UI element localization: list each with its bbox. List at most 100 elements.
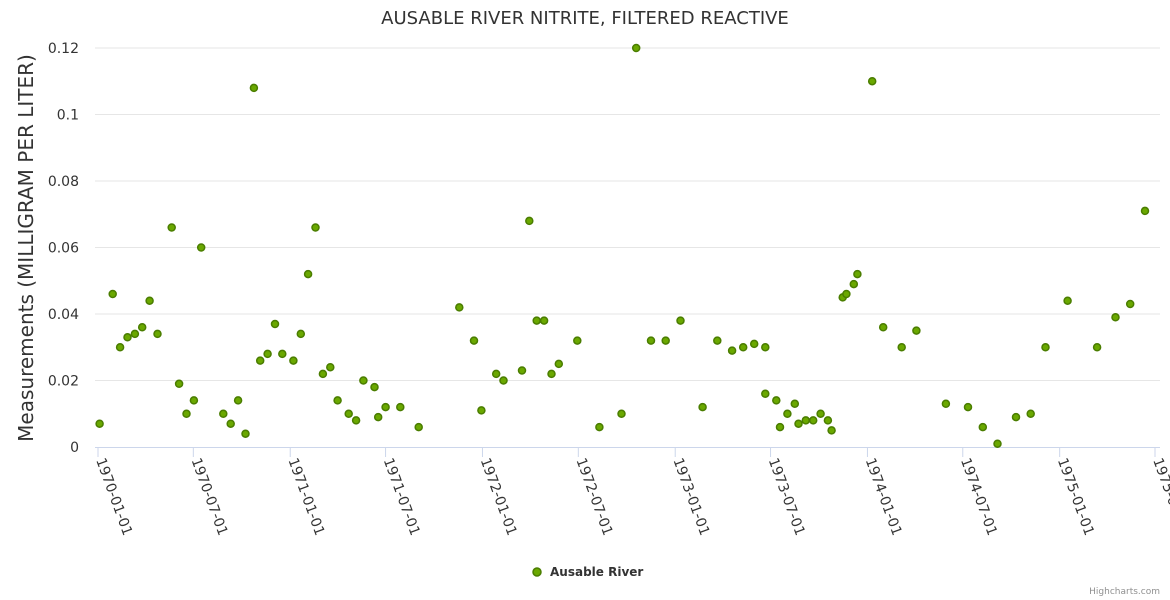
data-point[interactable] <box>167 223 176 232</box>
data-point[interactable] <box>783 409 792 419</box>
data-point[interactable] <box>912 326 921 335</box>
data-point[interactable] <box>867 76 877 86</box>
data-point[interactable] <box>115 343 125 352</box>
data-point[interactable] <box>469 336 479 345</box>
data-point[interactable] <box>1041 343 1050 352</box>
data-point[interactable] <box>477 406 486 415</box>
data-point[interactable] <box>219 409 228 419</box>
data-point[interactable] <box>270 319 280 329</box>
data-point[interactable] <box>698 402 707 412</box>
data-point[interactable] <box>249 83 259 93</box>
data-point[interactable] <box>849 279 859 289</box>
data-point[interactable] <box>525 216 534 226</box>
data-point[interactable] <box>174 379 184 389</box>
data-point[interactable] <box>108 289 117 299</box>
data-point[interactable] <box>359 376 368 385</box>
data-point[interactable] <box>823 416 833 425</box>
data-point[interactable] <box>808 416 818 425</box>
data-point[interactable] <box>289 356 298 365</box>
legend-marker <box>532 567 542 577</box>
y-tick-label: 0.08 <box>48 174 79 190</box>
data-point[interactable] <box>617 409 626 419</box>
data-point[interactable] <box>491 369 501 379</box>
data-point[interactable] <box>993 439 1002 448</box>
data-point[interactable] <box>761 343 770 352</box>
data-point[interactable] <box>897 343 906 352</box>
data-point[interactable] <box>226 419 235 428</box>
data-point[interactable] <box>801 416 811 425</box>
data-point[interactable] <box>344 409 353 419</box>
data-point[interactable] <box>547 369 556 379</box>
data-point[interactable] <box>713 336 722 345</box>
data-point[interactable] <box>153 329 162 339</box>
data-point[interactable] <box>853 269 862 279</box>
data-point[interactable] <box>414 422 423 432</box>
data-point[interactable] <box>738 343 748 352</box>
data-point[interactable] <box>182 409 191 419</box>
data-point[interactable] <box>123 333 132 342</box>
data-point[interactable] <box>137 323 147 332</box>
data-point[interactable] <box>196 243 206 252</box>
data-point[interactable] <box>95 419 104 428</box>
data-point[interactable] <box>499 376 508 385</box>
data-point[interactable] <box>1125 299 1135 309</box>
data-point[interactable] <box>278 349 287 359</box>
data-point[interactable] <box>532 316 541 325</box>
data-point[interactable] <box>676 316 685 325</box>
data-point[interactable] <box>878 323 888 332</box>
data-point[interactable] <box>326 362 335 372</box>
data-point[interactable] <box>554 359 564 369</box>
data-point[interactable] <box>370 382 379 392</box>
legend[interactable]: Ausable River <box>532 565 643 579</box>
data-point[interactable] <box>775 422 785 432</box>
data-point[interactable] <box>351 416 361 425</box>
data-point[interactable] <box>727 346 737 355</box>
data-point[interactable] <box>318 369 328 379</box>
data-point[interactable] <box>573 336 582 345</box>
data-point[interactable] <box>455 303 464 312</box>
data-point[interactable] <box>1011 412 1021 422</box>
data-point[interactable] <box>233 396 243 405</box>
data-point[interactable] <box>333 396 342 405</box>
data-point[interactable] <box>255 356 265 365</box>
data-point[interactable] <box>646 336 656 345</box>
data-point[interactable] <box>145 296 154 305</box>
data-point[interactable] <box>772 396 781 405</box>
data-point[interactable] <box>595 422 604 432</box>
data-point[interactable] <box>1063 296 1072 305</box>
data-point[interactable] <box>978 422 988 432</box>
data-point[interactable] <box>130 329 140 339</box>
data-point[interactable] <box>816 409 825 419</box>
data-point[interactable] <box>296 329 306 339</box>
data-point[interactable] <box>311 223 320 232</box>
data-point[interactable] <box>381 402 390 412</box>
data-point[interactable] <box>761 389 770 399</box>
data-points <box>95 43 1150 448</box>
data-point[interactable] <box>189 396 199 405</box>
data-point[interactable] <box>396 402 405 412</box>
legend-label[interactable]: Ausable River <box>550 565 643 579</box>
data-point[interactable] <box>517 366 527 375</box>
y-axis-title: Measurements (MILLIGRAM PER LITER) <box>14 54 38 442</box>
data-point[interactable] <box>941 399 951 409</box>
credits-link[interactable]: Highcharts.com <box>1089 587 1160 597</box>
data-point[interactable] <box>1026 409 1035 419</box>
data-point[interactable] <box>794 419 803 428</box>
data-point[interactable] <box>1140 206 1150 216</box>
data-point[interactable] <box>1092 343 1102 352</box>
data-point[interactable] <box>631 43 641 53</box>
data-point[interactable] <box>661 336 670 345</box>
data-point[interactable] <box>1111 313 1120 322</box>
data-point[interactable] <box>373 412 383 422</box>
data-point[interactable] <box>241 429 250 438</box>
data-point[interactable] <box>263 349 272 359</box>
data-point[interactable] <box>749 339 759 349</box>
y-tick-label: 0.04 <box>48 307 79 323</box>
data-point[interactable] <box>963 402 973 412</box>
data-point[interactable] <box>303 269 313 279</box>
data-point[interactable] <box>539 316 549 325</box>
data-point[interactable] <box>842 289 851 299</box>
data-point[interactable] <box>827 426 836 435</box>
data-point[interactable] <box>790 399 800 409</box>
